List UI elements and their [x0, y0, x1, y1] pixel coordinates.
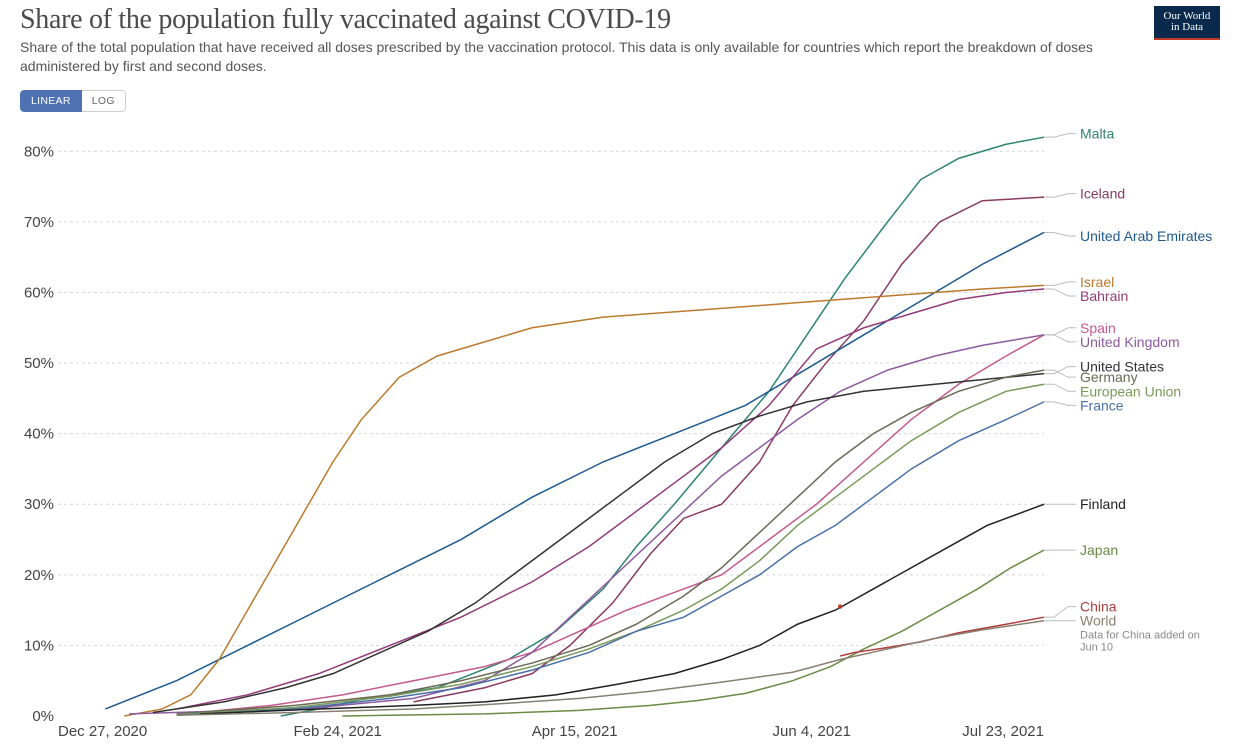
- series-label[interactable]: Iceland: [1080, 186, 1125, 202]
- leader-line: [1044, 384, 1076, 391]
- x-tick-label: Jun 4, 2021: [773, 723, 851, 740]
- series-line[interactable]: [177, 335, 1044, 715]
- chart-header: Our World in Data Share of the populatio…: [0, 0, 1250, 76]
- x-tick-label: Feb 24, 2021: [293, 723, 381, 740]
- leader-line: [1044, 328, 1076, 335]
- scale-log-button[interactable]: LOG: [82, 90, 126, 112]
- x-tick-label: Dec 27, 2020: [58, 723, 147, 740]
- leader-line: [1044, 194, 1076, 198]
- leader-line: [1044, 282, 1076, 286]
- scale-linear-button[interactable]: LINEAR: [20, 90, 82, 112]
- series-note: Jun 10: [1080, 642, 1113, 654]
- series-line[interactable]: [124, 285, 1044, 716]
- series-line[interactable]: [105, 232, 1044, 708]
- series-line[interactable]: [281, 137, 1044, 716]
- series-line[interactable]: [414, 197, 1044, 702]
- logo-line2: in Data: [1154, 22, 1220, 33]
- y-tick-label: 20%: [24, 567, 54, 584]
- leader-line: [1044, 134, 1076, 138]
- y-tick-label: 10%: [24, 637, 54, 654]
- series-label[interactable]: Bahrain: [1080, 288, 1128, 304]
- y-tick-label: 80%: [24, 143, 54, 160]
- owid-logo: Our World in Data: [1154, 6, 1220, 40]
- series-line[interactable]: [177, 370, 1044, 714]
- series-note: Data for China added on: [1080, 630, 1200, 642]
- annotation-dot: [838, 604, 842, 608]
- y-tick-label: 60%: [24, 284, 54, 301]
- series-line[interactable]: [177, 621, 1044, 716]
- chart-area: 0% 10% 20% 30% 40% 50% 60% 70% 80% Dec 27, 2020 Fe…: [10, 110, 1240, 744]
- leader-line: [1044, 289, 1076, 296]
- series-label[interactable]: United Kingdom: [1080, 334, 1180, 350]
- series-line[interactable]: [342, 550, 1044, 716]
- series-label[interactable]: Finland: [1080, 496, 1126, 512]
- leader-line: [1044, 402, 1076, 406]
- y-tick-label: 70%: [24, 214, 54, 231]
- series-label[interactable]: Japan: [1080, 542, 1118, 558]
- y-tick-label: 30%: [24, 496, 54, 513]
- series-label[interactable]: World: [1080, 613, 1116, 629]
- series-label[interactable]: Malta: [1080, 126, 1114, 142]
- chart-svg: 0% 10% 20% 30% 40% 50% 60% 70% 80% Dec 27, 2020 Fe…: [10, 110, 1240, 744]
- series-line[interactable]: [200, 504, 1044, 714]
- x-tick-label: Jul 23, 2021: [962, 723, 1044, 740]
- chart-controls: LINEAR LOG: [0, 76, 1250, 112]
- chart-title: Share of the population fully vaccinated…: [20, 4, 1230, 36]
- series-label[interactable]: France: [1080, 397, 1124, 413]
- chart-subtitle: Share of the total population that have …: [20, 38, 1100, 76]
- y-tick-label: 40%: [24, 426, 54, 443]
- series-line[interactable]: [177, 289, 1044, 709]
- series-label[interactable]: United Arab Emirates: [1080, 228, 1212, 244]
- leader-line: [1044, 607, 1076, 618]
- y-tick-label: 50%: [24, 355, 54, 372]
- x-tick-label: Apr 15, 2021: [532, 723, 618, 740]
- series-line[interactable]: [129, 335, 1044, 714]
- scale-toggle: LINEAR LOG: [20, 90, 126, 112]
- leader-line: [1044, 232, 1076, 236]
- series-line[interactable]: [177, 402, 1044, 715]
- leader-line: [1044, 335, 1076, 342]
- y-tick-label: 0%: [32, 708, 54, 725]
